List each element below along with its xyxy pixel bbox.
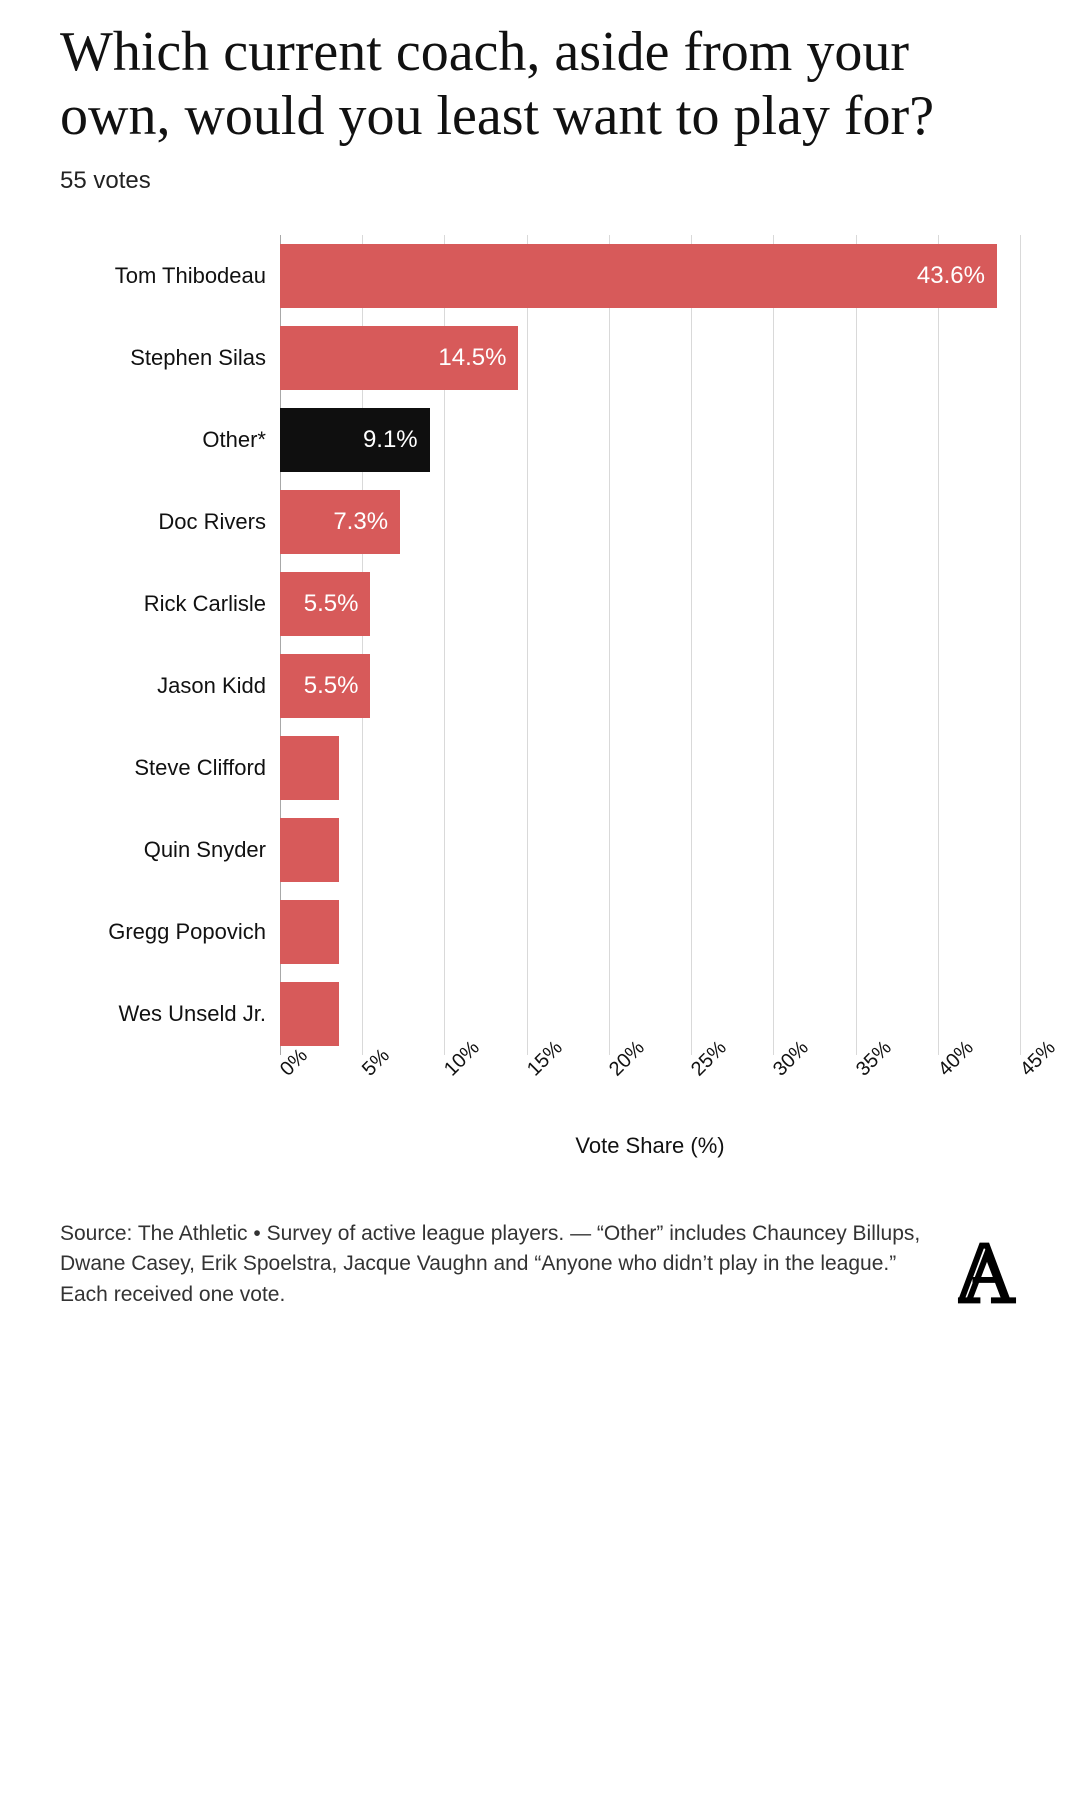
bar-row: Stephen Silas 14.5% [60, 317, 1020, 399]
bar-cell: 43.6% [280, 235, 1020, 317]
bar-row: Rick Carlisle 5.5% [60, 563, 1020, 645]
bar [280, 900, 339, 964]
bar-category-label: Doc Rivers [60, 509, 280, 535]
bar-value-label: 43.6% [917, 262, 985, 290]
bar [280, 982, 339, 1046]
bar: 43.6% [280, 244, 997, 308]
bar: 9.1% [280, 408, 430, 472]
bar-category-label: Gregg Popovich [60, 919, 280, 945]
bar-cell: 5.5% [280, 563, 1020, 645]
bar-row: Gregg Popovich [60, 891, 1020, 973]
bar [280, 818, 339, 882]
bar-row: Steve Clifford [60, 727, 1020, 809]
gridline [1020, 235, 1021, 1055]
bar-value-label: 14.5% [438, 344, 506, 372]
bar: 7.3% [280, 490, 400, 554]
x-axis-label: Vote Share (%) [280, 1133, 1020, 1159]
bar-category-label: Steve Clifford [60, 755, 280, 781]
bar: 14.5% [280, 326, 518, 390]
bar-category-label: Other* [60, 427, 280, 453]
athletic-logo-icon [954, 1239, 1020, 1310]
bar-value-label: 7.3% [333, 508, 388, 536]
x-axis-label-row: Vote Share (%) [60, 1121, 1020, 1159]
bar [280, 736, 339, 800]
bar: 5.5% [280, 654, 370, 718]
bar-cell [280, 891, 1020, 973]
bar-row: Tom Thibodeau 43.6% [60, 235, 1020, 317]
chart-title: Which current coach, aside from your own… [60, 20, 1020, 149]
chart-container: Tom Thibodeau 43.6% Stephen Silas 14.5% … [60, 235, 1020, 1159]
bar-category-label: Tom Thibodeau [60, 263, 280, 289]
bar-category-label: Wes Unseld Jr. [60, 1001, 280, 1027]
x-axis-row: 0%5%10%15%20%25%30%35%40%45% [60, 1055, 1020, 1121]
bar-cell: 7.3% [280, 481, 1020, 563]
bar-value-label: 5.5% [304, 672, 359, 700]
bar-category-label: Jason Kidd [60, 673, 280, 699]
bar-category-label: Stephen Silas [60, 345, 280, 371]
bar-cell [280, 727, 1020, 809]
chart-subtitle: 55 votes [60, 167, 1020, 195]
bar-row: Quin Snyder [60, 809, 1020, 891]
x-tick-label: 45% [1016, 1036, 1061, 1081]
bar-row: Other* 9.1% [60, 399, 1020, 481]
bar-category-label: Rick Carlisle [60, 591, 280, 617]
bar: 5.5% [280, 572, 370, 636]
bar-chart: Tom Thibodeau 43.6% Stephen Silas 14.5% … [60, 235, 1020, 1055]
bar-cell [280, 809, 1020, 891]
bar-cell: 9.1% [280, 399, 1020, 481]
bar-cell: 14.5% [280, 317, 1020, 399]
bar-row: Doc Rivers 7.3% [60, 481, 1020, 563]
bar-category-label: Quin Snyder [60, 837, 280, 863]
bar-cell [280, 973, 1020, 1055]
bar-cell: 5.5% [280, 645, 1020, 727]
bar-value-label: 9.1% [363, 426, 418, 454]
bar-value-label: 5.5% [304, 590, 359, 618]
chart-footer: Source: The Athletic • Survey of active … [60, 1219, 1020, 1310]
x-axis: 0%5%10%15%20%25%30%35%40%45% [280, 1065, 1020, 1121]
footer-source-text: Source: The Athletic • Survey of active … [60, 1219, 924, 1310]
bar-row: Jason Kidd 5.5% [60, 645, 1020, 727]
